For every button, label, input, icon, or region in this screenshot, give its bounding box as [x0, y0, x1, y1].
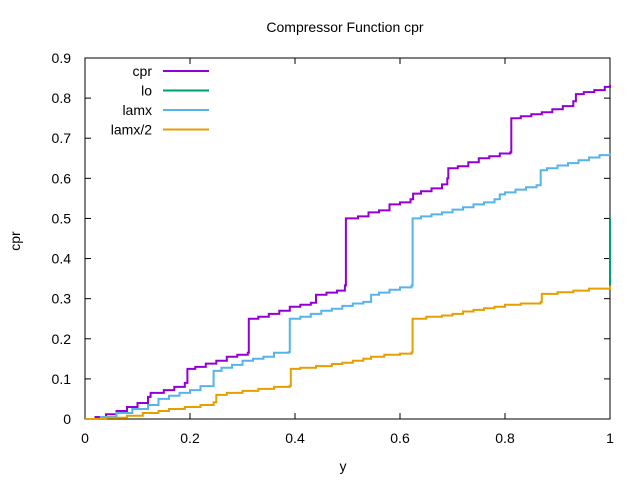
y-tick-label: 0.5 — [52, 210, 72, 226]
legend: cpr lo lamx lamx/2 — [111, 63, 209, 138]
x-axis-label: y — [340, 458, 347, 474]
x-tick-label: 0.2 — [180, 430, 200, 446]
y-tick-label: 0.4 — [52, 251, 72, 267]
y-tick-label: 0.7 — [52, 130, 72, 146]
y-axis-label: cpr — [7, 231, 23, 251]
series-line-lamx — [85, 153, 611, 420]
series-line-lamx-2 — [85, 285, 611, 420]
legend-label: lo — [141, 83, 152, 99]
x-tick-label: 0.4 — [285, 430, 305, 446]
y-tick-label: 0.1 — [52, 371, 72, 387]
y-tick-label: 0.3 — [52, 291, 72, 307]
y-tick-label: 0.8 — [52, 90, 72, 106]
legend-label: lamx — [122, 102, 152, 118]
x-tick-label: 0.6 — [390, 430, 410, 446]
legend-label: cpr — [133, 63, 153, 79]
series-layer — [85, 84, 611, 420]
chart-title: Compressor Function cpr — [266, 19, 424, 35]
ticks: 0 0.2 0.4 0.6 0.8 1 0 0.1 0.2 0.3 0.4 0.5 0.6 0.7 0.8 0… — [52, 50, 615, 446]
legend-label: lamx/2 — [111, 122, 152, 138]
y-tick-label: 0.2 — [52, 331, 72, 347]
plot-frame — [84, 57, 611, 420]
y-tick-label: 0.6 — [52, 170, 72, 186]
series-line-cpr — [85, 84, 611, 420]
x-tick-label: 0.8 — [495, 430, 515, 446]
y-tick-label: 0.9 — [52, 50, 72, 66]
y-tick-label: 0 — [63, 411, 71, 427]
x-tick-label: 1 — [606, 430, 614, 446]
x-tick-label: 0 — [81, 430, 89, 446]
